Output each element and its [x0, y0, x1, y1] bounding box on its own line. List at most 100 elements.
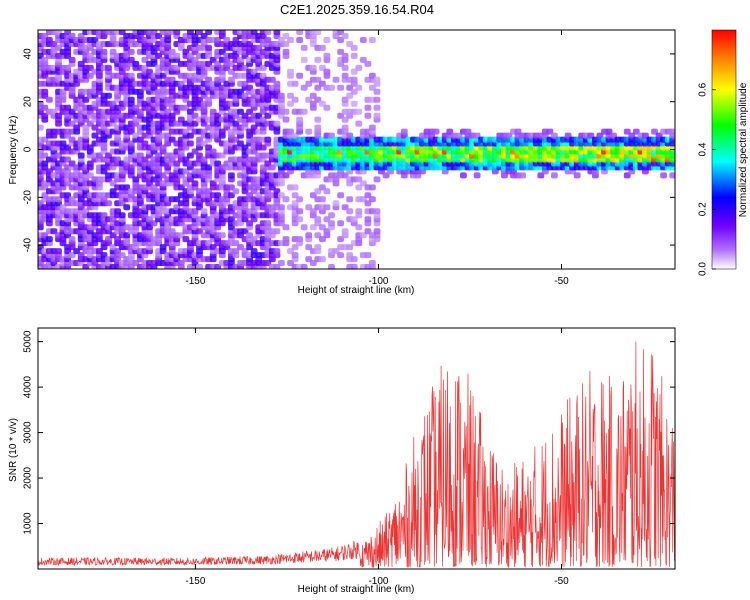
spectrogram-cell — [191, 180, 199, 187]
spectrogram-cell — [209, 244, 217, 251]
spectrogram-cell — [350, 44, 358, 51]
spectrogram-cell — [86, 144, 94, 151]
spectrogram-cell — [164, 132, 172, 139]
colorbar-ticks: 0.0 0.2 0.4 0.6 — [698, 82, 716, 276]
snr-y-tick-label: 3000 — [23, 421, 34, 444]
spectrogram-cell — [214, 60, 222, 67]
spectrogram-cell — [146, 216, 153, 223]
spectrogram-cell — [259, 144, 267, 151]
spectrogram-cell — [205, 240, 212, 247]
spectrogram-cell — [341, 172, 349, 179]
spectrogram-cell — [341, 52, 349, 59]
spectrogram-cell — [551, 172, 558, 179]
spectrogram-cell — [246, 84, 253, 91]
spectrogram-cell — [300, 84, 308, 91]
spectrogram-cell — [55, 196, 62, 203]
spectrogram-cell — [369, 184, 376, 191]
spectrogram-cell — [173, 204, 181, 211]
spectrogram-cell — [341, 64, 349, 71]
spectrogram-cell — [623, 128, 631, 135]
spectrogram-cell — [669, 172, 675, 179]
spectrogram-cell — [50, 41, 58, 47]
spectrogram-cell — [296, 72, 303, 79]
spectrogram-cell — [319, 44, 326, 51]
spectrogram-cell — [259, 116, 267, 123]
spectrogram-cell — [337, 37, 344, 43]
spectrogram-cell — [373, 208, 381, 215]
spectrogram-cell — [282, 236, 290, 243]
spectrogram-cell — [323, 104, 331, 111]
spectrogram-cell — [323, 204, 331, 211]
snr-x-label: Height of straight line (km) — [298, 584, 415, 595]
spectrogram-cell — [228, 172, 235, 179]
spectrogram-cell — [314, 188, 322, 195]
spectrogram-cell — [332, 248, 340, 255]
spectrogram-cell — [200, 128, 208, 135]
spectrogram-cell — [241, 144, 249, 151]
spectrogram-cell — [127, 96, 135, 103]
spectrogram-y-tick-label: -20 — [23, 190, 34, 205]
spectrogram-cell — [196, 136, 203, 143]
spectrogram-cell — [159, 144, 167, 151]
spectrogram-cell — [77, 33, 85, 39]
spectrogram-cell — [350, 76, 358, 83]
spectrogram-cell — [273, 248, 281, 255]
snr-y-tick-label: 4000 — [23, 376, 34, 399]
spectrogram-cell — [64, 192, 71, 199]
spectrogram-cell — [168, 76, 176, 83]
spectrogram-y-tick-label: 40 — [23, 48, 34, 60]
spectrogram-cell — [214, 37, 222, 43]
spectrogram-cell — [228, 192, 235, 199]
spectrogram-cell — [332, 76, 340, 83]
spectrogram-cell — [264, 220, 272, 227]
spectrogram-cell — [196, 152, 203, 159]
snr-y-tick-label: 5000 — [23, 330, 34, 353]
spectrogram-cell — [86, 52, 94, 59]
spectrogram-cell — [314, 30, 322, 35]
spectrogram-cell — [341, 33, 349, 39]
spectrogram-cell — [287, 37, 294, 43]
spectrogram-cell — [159, 244, 167, 251]
spectrogram-cell — [282, 196, 290, 203]
spectrogram-x-tick-label: -150 — [185, 276, 205, 287]
spectrogram-cell — [350, 256, 358, 263]
spectrogram-cell — [38, 124, 44, 131]
spectrogram-cell — [241, 92, 249, 99]
spectrogram-cell — [241, 64, 249, 71]
spectrogram-cell — [182, 236, 190, 243]
spectrogram-cell — [46, 168, 53, 175]
spectrogram-cell — [355, 176, 363, 183]
spectrogram-cell — [346, 84, 354, 91]
spectrogram-cell — [46, 236, 53, 243]
spectrogram-cell — [282, 108, 290, 115]
spectrogram-cell — [241, 112, 249, 119]
spectrogram-cell — [205, 30, 212, 35]
spectrogram-cell — [373, 76, 381, 83]
spectrogram-cell — [373, 104, 381, 111]
spectrogram-cell — [137, 108, 144, 115]
spectrogram-cell — [114, 248, 121, 255]
spectrogram-cell — [355, 224, 363, 231]
spectrogram-cell — [337, 48, 344, 55]
spectrogram-cell — [132, 132, 140, 139]
spectrogram-cell — [218, 30, 226, 35]
spectrogram-cell — [127, 56, 135, 63]
spectrogram-cell — [364, 252, 372, 259]
spectrogram-cell — [41, 136, 49, 143]
spectrogram-cell — [309, 192, 317, 199]
spectrogram-cell — [551, 132, 558, 139]
spectrogram-cell — [41, 88, 49, 95]
spectrogram-cell — [473, 132, 481, 139]
spectrogram-cell — [364, 60, 372, 67]
spectrogram-cell — [305, 232, 313, 239]
spectrogram-cell — [264, 112, 272, 119]
colorbar-label: Normalized spectral amplitude — [738, 82, 749, 217]
spectrogram-cell — [309, 64, 317, 71]
spectrogram-cell — [182, 156, 190, 163]
spectrogram-cell — [46, 37, 53, 43]
spectrogram-cell — [309, 208, 317, 215]
spectrogram-cell — [278, 92, 285, 99]
spectrogram-cell — [291, 252, 299, 259]
spectrogram-cell — [241, 248, 249, 255]
spectrogram-cell — [68, 108, 76, 115]
